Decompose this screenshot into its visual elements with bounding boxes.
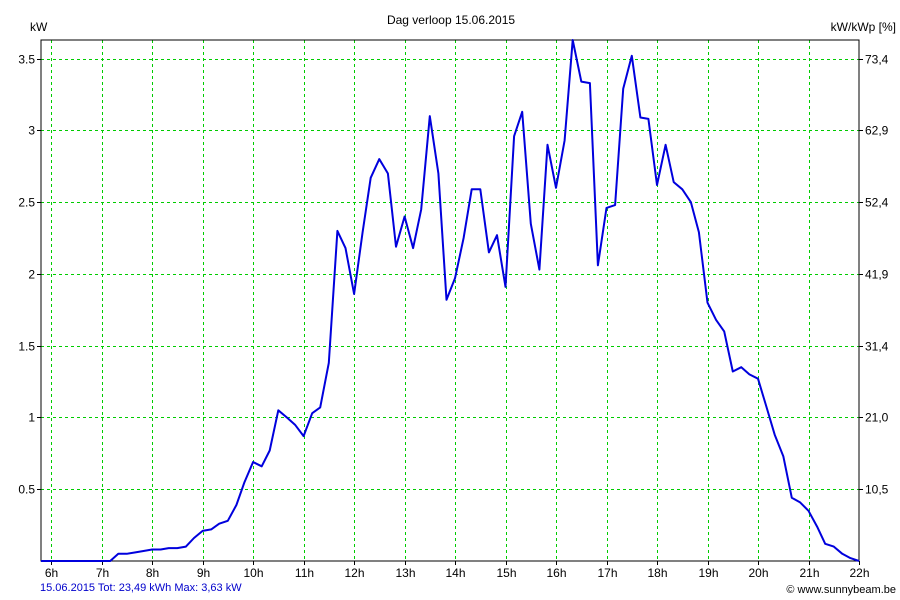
y-tick-label-left: 3.5 (18, 53, 35, 67)
x-tick-label: 13h (395, 566, 415, 580)
y-tick-label-right: 10,5 (865, 483, 889, 497)
y-axis-label-right: kW/kWp [%] (831, 20, 896, 34)
y-tick-label-right: 31,4 (865, 340, 889, 354)
plot-border (40, 39, 860, 562)
x-tick-label: 10h (243, 566, 263, 580)
x-tick-label: 6h (45, 566, 58, 580)
y-tick-label-right: 52,4 (865, 196, 889, 210)
chart-title: Dag verloop 15.06.2015 (387, 13, 515, 27)
x-tick-label: 16h (546, 566, 566, 580)
x-tick-label: 8h (146, 566, 159, 580)
grid-horizontal (41, 59, 859, 490)
x-tick-label: 12h (344, 566, 364, 580)
footer-summary: 15.06.2015 Tot: 23,49 kWh Max: 3,63 kW (40, 582, 242, 594)
x-tick-label: 21h (799, 566, 819, 580)
y-tick-label-right: 21,0 (865, 411, 889, 425)
y-tick-label-left: 0.5 (18, 483, 35, 497)
x-tick-label: 18h (647, 566, 667, 580)
y-ticks-right: 10,5 21,0 31,4 41,9 52,4 62,9 73,4 (859, 53, 889, 497)
x-tick-label: 15h (496, 566, 516, 580)
x-tick-label: 7h (96, 566, 109, 580)
x-ticks: 6h 7h 8h 9h 10h 11h 12h 13h 14h 15h 16h 17h 18h 19h 20… (45, 561, 870, 580)
grid-vertical (51, 40, 810, 561)
y-tick-label-left: 1.5 (18, 340, 35, 354)
y-tick-label-left: 3 (28, 124, 35, 138)
x-tick-label: 11h (295, 566, 314, 580)
y-axis-label-left: kW (30, 20, 48, 34)
x-tick-label: 9h (197, 566, 210, 580)
x-tick-label: 22h (849, 566, 869, 580)
x-tick-label: 19h (698, 566, 718, 580)
y-tick-label-left: 2 (28, 268, 35, 282)
y-ticks-left: 0.5 1 1.5 2 2.5 3 3.5 (18, 53, 41, 497)
x-tick-label: 17h (597, 566, 617, 580)
y-tick-label-right: 41,9 (865, 268, 889, 282)
y-tick-label-right: 73,4 (865, 53, 889, 67)
x-tick-label: 20h (748, 566, 768, 580)
x-tick-label: 14h (445, 566, 465, 580)
footer-copyright: © www.sunnybeam.be (786, 584, 896, 596)
y-tick-label-left: 1 (28, 411, 35, 425)
plot-area (41, 40, 859, 561)
y-tick-label-right: 62,9 (865, 124, 889, 138)
y-tick-label-left: 2.5 (18, 196, 35, 210)
series-line (41, 39, 860, 562)
